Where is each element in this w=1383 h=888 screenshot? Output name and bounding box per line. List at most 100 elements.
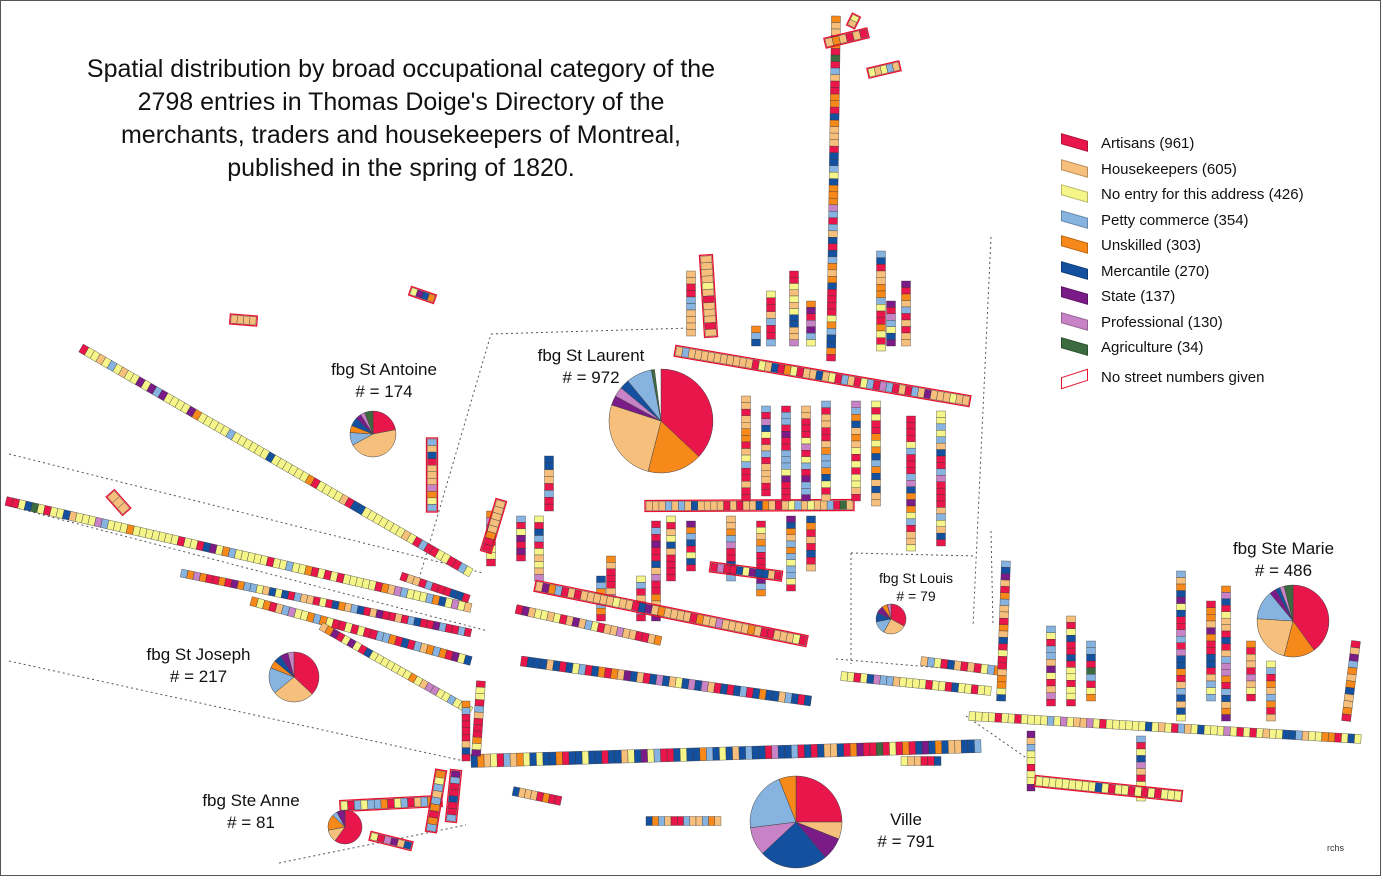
parcel <box>741 415 751 423</box>
parcel <box>821 474 831 482</box>
parcel <box>820 500 828 510</box>
parcel <box>1246 680 1256 688</box>
parcel <box>1347 666 1358 676</box>
parcel <box>751 325 761 333</box>
parcel <box>823 743 831 758</box>
parcel <box>886 339 896 347</box>
parcel <box>998 630 1009 638</box>
district-boundaries <box>8 236 1032 864</box>
pie-slice <box>352 429 397 458</box>
parcel <box>781 412 791 419</box>
parcel <box>999 605 1010 613</box>
parcel <box>1321 732 1329 742</box>
parcel <box>353 800 362 811</box>
no-number-outline <box>228 313 259 327</box>
parcel <box>427 451 437 459</box>
parcel <box>748 567 757 577</box>
parcel <box>756 520 766 528</box>
parcel <box>534 535 544 543</box>
legend-label: Professional (130) <box>1101 313 1223 331</box>
street-strip <box>1246 640 1256 702</box>
parcel <box>427 484 437 492</box>
parcel <box>1221 656 1231 664</box>
parcel <box>806 557 816 565</box>
parcel <box>1176 583 1186 591</box>
parcel <box>1221 701 1231 709</box>
parcel <box>446 814 457 822</box>
parcel <box>606 555 616 563</box>
legend-label: State (137) <box>1101 288 1176 305</box>
parcel <box>906 537 916 545</box>
parcel <box>1046 699 1056 707</box>
parcel <box>821 427 831 435</box>
pie-slice <box>336 809 346 828</box>
parcel <box>871 420 881 428</box>
parcel <box>827 302 837 310</box>
parcel <box>871 446 881 454</box>
parcel <box>481 543 493 553</box>
parcel <box>766 304 776 312</box>
parcel <box>983 685 992 696</box>
parcel <box>725 746 733 761</box>
parcel <box>829 113 840 121</box>
parcel <box>936 500 946 508</box>
parcel <box>755 500 763 511</box>
parcel <box>754 568 763 578</box>
parcel <box>1086 640 1096 648</box>
parcel <box>651 554 661 562</box>
parcel <box>801 450 811 457</box>
parcel <box>729 500 737 511</box>
parcel <box>827 243 838 251</box>
street-strip <box>1341 640 1361 722</box>
parcel <box>876 310 886 318</box>
parcel <box>821 414 831 422</box>
parcel <box>1000 567 1011 575</box>
parcel <box>997 668 1007 676</box>
parcel <box>827 282 837 290</box>
parcel <box>741 468 751 475</box>
parcel <box>996 694 1006 702</box>
parcel <box>702 288 715 297</box>
parcel <box>821 454 831 462</box>
street-strip <box>1136 735 1146 802</box>
parcel <box>534 561 544 569</box>
parcel <box>686 329 696 337</box>
parcel <box>741 402 751 410</box>
parcel <box>1221 662 1231 670</box>
parcel <box>946 659 956 670</box>
parcel <box>729 565 738 575</box>
street-strip <box>936 410 946 547</box>
parcel <box>387 798 395 809</box>
parcel <box>606 587 616 595</box>
parcel <box>756 589 766 597</box>
parcel <box>781 431 791 438</box>
parcel <box>1221 643 1231 651</box>
parcel <box>859 673 868 684</box>
parcel <box>849 742 858 757</box>
parcel <box>1221 630 1231 638</box>
parcel <box>751 745 760 760</box>
parcel <box>742 500 750 511</box>
legend-swatch <box>1061 311 1088 331</box>
no-number-outline <box>444 768 463 824</box>
parcel <box>670 816 678 826</box>
parcel <box>806 320 816 327</box>
parcel <box>1340 733 1349 743</box>
parcel <box>827 269 837 277</box>
parcel <box>1246 640 1256 648</box>
street-strip <box>470 739 982 768</box>
parcel <box>761 412 771 420</box>
parcel <box>871 427 881 434</box>
parcel <box>496 753 505 767</box>
parcel <box>1176 668 1186 676</box>
parcel <box>601 750 609 764</box>
parcel <box>1341 713 1352 722</box>
street-strip <box>866 60 902 79</box>
parcel <box>1121 785 1129 796</box>
parcel <box>851 400 861 408</box>
parcel <box>427 445 437 453</box>
parcel <box>1107 783 1116 794</box>
parcel <box>761 418 771 426</box>
parcel <box>997 662 1008 670</box>
